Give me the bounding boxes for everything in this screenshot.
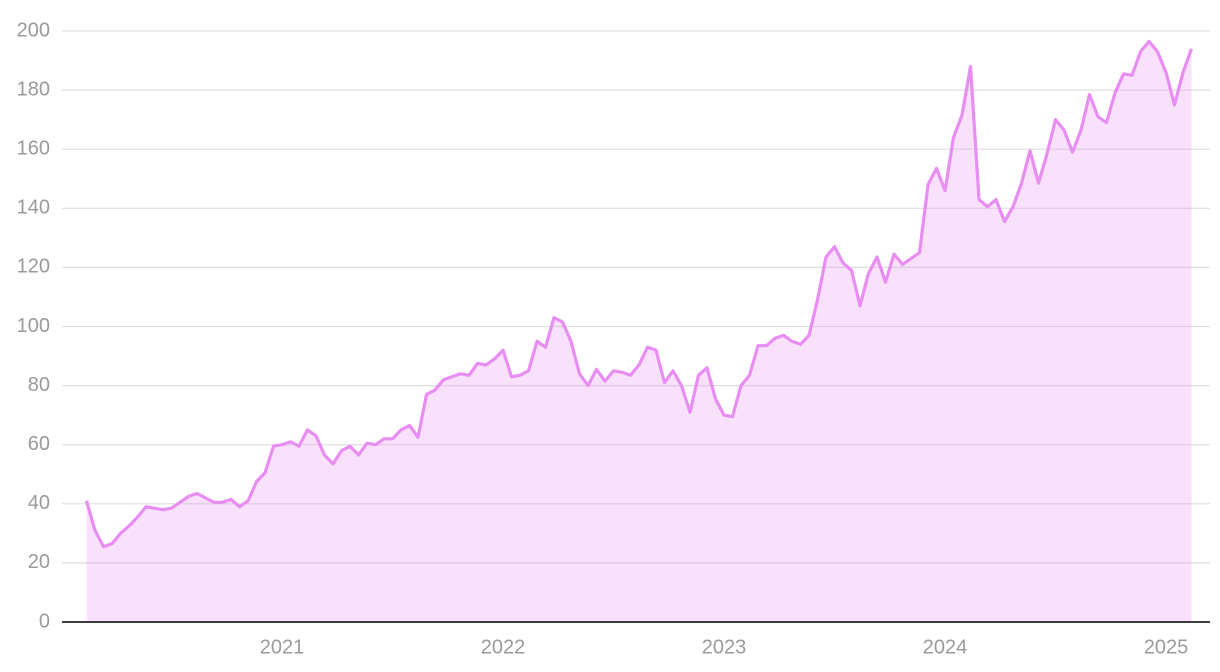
x-tick-label: 2021 <box>260 636 305 658</box>
y-tick-label: 20 <box>28 551 50 573</box>
area-fill <box>86 41 1192 622</box>
x-tick-label: 2024 <box>923 636 968 658</box>
y-tick-label: 40 <box>28 492 50 514</box>
y-tick-label: 140 <box>17 197 50 219</box>
y-tick-label: 180 <box>17 78 50 100</box>
y-tick-label: 120 <box>17 256 50 278</box>
y-tick-label: 200 <box>17 19 50 41</box>
x-tick-label: 2022 <box>481 636 526 658</box>
area-line <box>84 39 1194 549</box>
y-tick-label: 160 <box>17 137 50 159</box>
x-tick-label: 2025 <box>1144 636 1189 658</box>
x-tick-label: 2023 <box>702 636 747 658</box>
y-tick-label: 60 <box>28 433 50 455</box>
y-tick-label: 100 <box>17 315 50 337</box>
y-tick-label: 80 <box>28 374 50 396</box>
y-tick-label: 0 <box>39 610 50 632</box>
